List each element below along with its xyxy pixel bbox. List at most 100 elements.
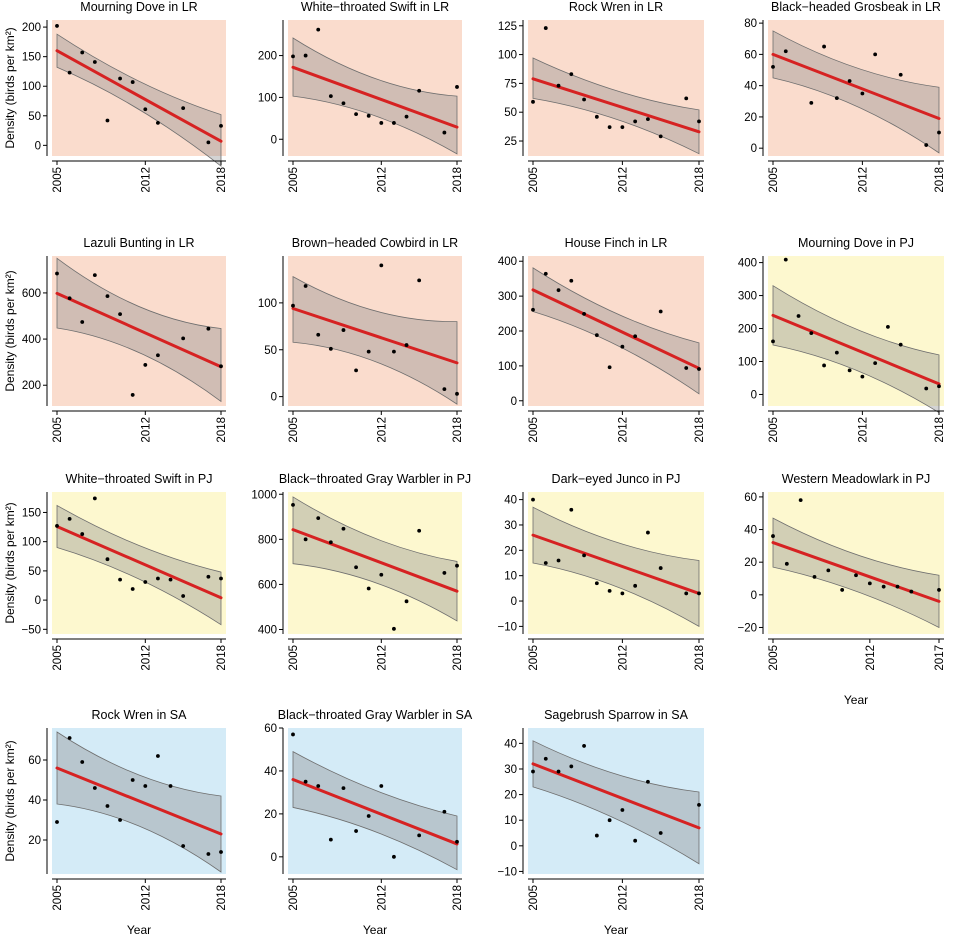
data-point-3-5 xyxy=(582,97,586,102)
data-point-7-12 xyxy=(697,367,701,371)
data-point-10-12 xyxy=(442,571,447,575)
data-point-6-4 xyxy=(328,346,333,351)
x-tick-label-3: 2018 xyxy=(694,167,706,193)
y-tick-label-14: 20 xyxy=(264,809,277,821)
data-point-1-10 xyxy=(181,106,186,111)
y-tick-label-13: 40 xyxy=(28,795,41,807)
y-tick-label-3: 100 xyxy=(498,50,517,62)
panel-title-12: Western Meadowlark in PJ xyxy=(782,472,930,486)
confidence-band-9 xyxy=(56,504,222,626)
data-point-8-10 xyxy=(886,324,890,329)
data-point-12-9 xyxy=(881,584,886,589)
y-tick-label-11: 10 xyxy=(504,571,517,583)
data-point-8-4 xyxy=(809,331,814,336)
y-tick-label-11: 40 xyxy=(504,495,517,507)
data-point-15-5 xyxy=(582,744,586,748)
panel-title-4: Black−headed Grosbeak in LR xyxy=(771,0,941,14)
data-point-6-3 xyxy=(316,332,321,337)
x-tick-label-7: 2018 xyxy=(694,417,706,443)
data-point-8-13 xyxy=(937,384,941,389)
y-tick-label-7: 0 xyxy=(511,396,517,408)
data-point-9-9 xyxy=(156,576,160,581)
confidence-band-1 xyxy=(56,33,222,167)
x-axis-label-14: Year xyxy=(363,923,387,937)
confidence-band-4 xyxy=(772,30,940,154)
x-tick-label-11: 2018 xyxy=(694,645,706,671)
data-point-3-4 xyxy=(569,72,574,77)
y-tick-label-13: 60 xyxy=(28,755,41,767)
data-point-7-11 xyxy=(684,366,689,370)
data-point-7-1 xyxy=(531,307,535,312)
trend-line-3 xyxy=(531,77,701,134)
data-point-13-3 xyxy=(80,760,85,764)
y-tick-label-1: 150 xyxy=(22,52,41,64)
data-point-13-10 xyxy=(168,784,173,788)
data-point-11-6 xyxy=(594,581,599,586)
y-tick-label-14: 40 xyxy=(264,766,277,778)
data-point-4-2 xyxy=(783,49,788,54)
panel-background-8 xyxy=(768,256,944,406)
data-point-3-8 xyxy=(620,125,625,130)
data-point-3-10 xyxy=(646,117,650,122)
data-point-10-6 xyxy=(354,565,358,570)
x-tick-label-14: 2012 xyxy=(376,885,388,911)
data-point-12-3 xyxy=(798,498,803,503)
y-tick-label-15: 30 xyxy=(504,764,517,776)
x-tick-label-15: 2012 xyxy=(617,885,629,911)
x-tick-label-4: 2005 xyxy=(768,167,780,193)
x-tick-label-9: 2005 xyxy=(52,645,64,671)
panel-title-9: White−throated Swift in PJ xyxy=(66,472,213,486)
data-point-11-2 xyxy=(543,561,548,565)
x-tick-label-6: 2018 xyxy=(452,417,464,443)
trend-line-8 xyxy=(771,313,941,386)
data-point-13-9 xyxy=(156,754,160,758)
x-tick-label-3: 2005 xyxy=(528,167,540,193)
x-tick-label-4: 2012 xyxy=(857,167,869,193)
y-tick-label-5: 600 xyxy=(22,288,41,300)
y-axis-label-9: Density (birds per km²) xyxy=(3,502,17,623)
x-axis-label-12: Year xyxy=(844,693,868,707)
data-point-5-3 xyxy=(80,320,85,324)
data-point-1-5 xyxy=(105,118,110,123)
data-point-15-1 xyxy=(531,769,535,774)
data-point-13-1 xyxy=(55,820,59,824)
data-point-8-7 xyxy=(847,368,852,373)
data-point-12-7 xyxy=(854,573,858,578)
data-point-1-1 xyxy=(55,24,59,28)
x-tick-label-14: 2005 xyxy=(288,885,300,911)
data-point-13-7 xyxy=(130,778,135,782)
x-axis-label-15: Year xyxy=(604,923,628,937)
data-point-12-11 xyxy=(909,589,914,594)
x-tick-label-14: 2018 xyxy=(452,885,464,911)
data-point-11-9 xyxy=(633,583,638,588)
x-tick-label-7: 2012 xyxy=(617,417,629,443)
data-point-7-8 xyxy=(620,344,625,349)
x-tick-label-5: 2018 xyxy=(216,417,228,443)
data-point-1-3 xyxy=(80,50,85,55)
data-point-10-3 xyxy=(316,516,321,521)
data-point-1-6 xyxy=(118,76,122,81)
data-point-7-7 xyxy=(607,365,612,370)
data-point-2-12 xyxy=(442,130,447,135)
x-tick-label-12: 2017 xyxy=(934,645,946,671)
data-point-6-2 xyxy=(303,284,308,288)
y-tick-label-1: 100 xyxy=(22,81,41,93)
data-point-10-9 xyxy=(392,626,396,631)
y-tick-label-15: −10 xyxy=(497,866,517,878)
x-tick-label-2: 2005 xyxy=(288,167,300,193)
panel-title-5: Lazuli Bunting in LR xyxy=(83,236,194,250)
y-tick-label-15: 20 xyxy=(504,790,517,802)
trend-line-15 xyxy=(531,762,701,830)
data-point-2-8 xyxy=(379,121,384,125)
data-point-8-3 xyxy=(796,314,801,318)
x-tick-label-13: 2018 xyxy=(216,885,228,911)
data-point-14-6 xyxy=(354,829,358,833)
data-point-7-9 xyxy=(633,334,638,339)
y-tick-label-5: 200 xyxy=(22,380,41,392)
data-point-5-11 xyxy=(206,326,211,331)
data-point-8-2 xyxy=(783,257,788,262)
data-point-6-13 xyxy=(455,391,459,396)
y-tick-label-3: 25 xyxy=(504,136,517,148)
data-point-9-13 xyxy=(219,576,223,581)
